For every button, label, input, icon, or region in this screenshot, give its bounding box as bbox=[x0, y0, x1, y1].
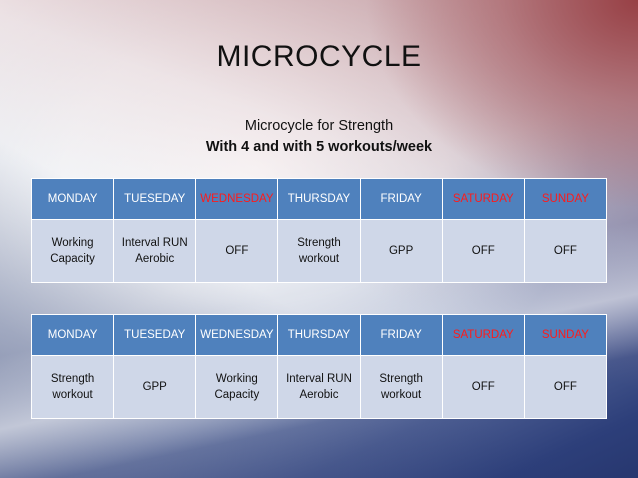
table-row: Working Capacity Interval RUN Aerobic OFF … bbox=[30, 219, 608, 283]
header-sunday: SUNDAY bbox=[523, 314, 608, 356]
cell-sunday: OFF bbox=[523, 219, 608, 283]
header-friday: FRIDAY bbox=[359, 314, 443, 356]
header-friday: FRIDAY bbox=[359, 178, 443, 220]
header-tuesday: TUESEDAY bbox=[113, 178, 197, 220]
cell-saturday: OFF bbox=[441, 355, 525, 419]
header-monday: MONDAY bbox=[30, 178, 115, 220]
cell-monday: Strength workout bbox=[30, 355, 115, 419]
cell-tuesday: GPP bbox=[113, 355, 197, 419]
subtitle: Microcycle for Strength With 4 and with … bbox=[0, 116, 638, 158]
cell-friday: Strength workout bbox=[359, 355, 443, 419]
schedule-table-5-workouts: MONDAY TUESEDAY WEDNESDAY THURSDAY FRIDA… bbox=[30, 314, 608, 419]
cell-monday: Working Capacity bbox=[30, 219, 115, 283]
subtitle-line-2: With 4 and with 5 workouts/week bbox=[205, 139, 433, 155]
header-sunday: SUNDAY bbox=[523, 178, 608, 220]
subtitle-line-1: Microcycle for Strength bbox=[244, 118, 394, 134]
table-header-row: MONDAY TUESEDAY WEDNESDAY THURSDAY FRIDA… bbox=[30, 178, 608, 220]
cell-sunday: OFF bbox=[523, 355, 608, 419]
cell-wednesday: Working Capacity bbox=[195, 355, 279, 419]
header-saturday: SATURDAY bbox=[441, 178, 525, 220]
page-title: MICROCYCLE bbox=[216, 40, 422, 73]
header-monday: MONDAY bbox=[30, 314, 115, 356]
header-thursday: THURSDAY bbox=[277, 314, 361, 356]
cell-friday: GPP bbox=[359, 219, 443, 283]
table-row: Strength workout GPP Working Capacity Inte… bbox=[30, 355, 608, 419]
header-wednesday: WEDNESDAY bbox=[195, 178, 279, 220]
header-wednesday: WEDNESDAY bbox=[195, 314, 279, 356]
header-saturday: SATURDAY bbox=[441, 314, 525, 356]
cell-saturday: OFF bbox=[441, 219, 525, 283]
table-header-row: MONDAY TUESEDAY WEDNESDAY THURSDAY FRIDA… bbox=[30, 314, 608, 356]
cell-thursday: Interval RUN Aerobic bbox=[277, 355, 361, 419]
schedule-table-4-workouts: MONDAY TUESEDAY WEDNESDAY THURSDAY FRIDA… bbox=[30, 178, 608, 283]
cell-wednesday: OFF bbox=[195, 219, 279, 283]
cell-thursday: Strength workout bbox=[277, 219, 361, 283]
header-tuesday: TUESEDAY bbox=[113, 314, 197, 356]
cell-tuesday: Interval RUN Aerobic bbox=[113, 219, 197, 283]
header-thursday: THURSDAY bbox=[277, 178, 361, 220]
